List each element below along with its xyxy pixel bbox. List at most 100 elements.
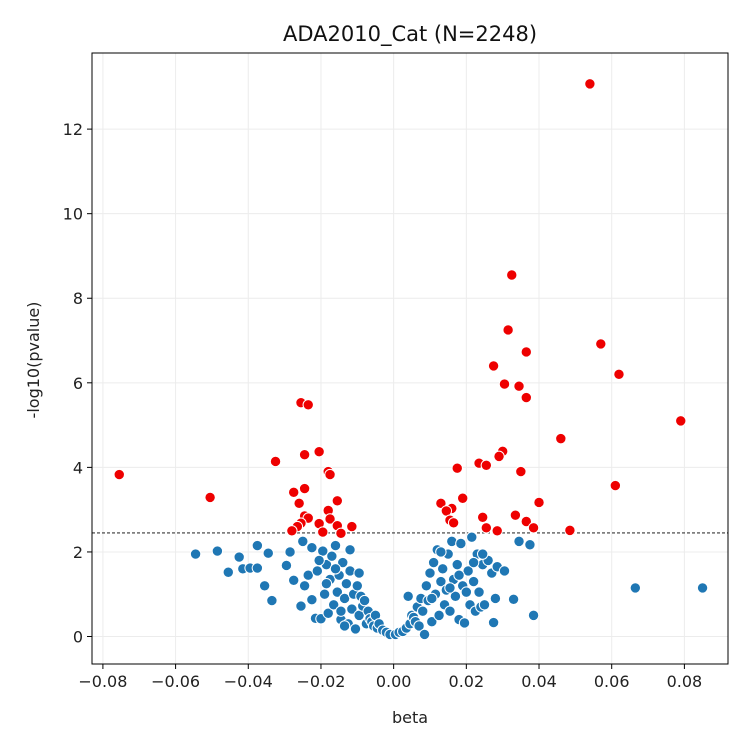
nonsignificant-point: [266, 594, 278, 607]
nonsignificant-point: [338, 592, 351, 605]
significant-point: [609, 479, 622, 492]
significant-point: [204, 491, 216, 504]
x-tick-label: 0.06: [594, 672, 630, 691]
significant-point: [498, 378, 511, 390]
significant-point: [520, 515, 532, 528]
nonsignificant-point: [318, 588, 331, 600]
nonsignificant-point: [460, 586, 473, 598]
nonsignificant-point: [420, 580, 433, 592]
nonsignificant-point: [251, 539, 264, 552]
x-axis-label: beta: [392, 708, 428, 727]
plot-frame: [91, 52, 729, 665]
significant-point: [298, 482, 311, 495]
nonsignificant-point: [335, 605, 347, 617]
x-tick-label: 0.00: [376, 672, 412, 691]
significant-point: [346, 520, 358, 533]
y-tick-label: 6: [73, 374, 83, 393]
nonsignificant-point: [337, 556, 349, 569]
nonsignificant-point: [306, 542, 318, 554]
nonsignificant-point: [426, 592, 438, 605]
nonsignificant-point: [433, 609, 445, 622]
nonsignificant-point: [326, 550, 338, 562]
y-axis-ticks: 0 2 4 6 8 10 12: [63, 120, 92, 647]
significant-point: [506, 269, 518, 281]
significant-point: [515, 465, 527, 478]
nonsignificant-point: [358, 594, 371, 607]
nonsignificant-point: [629, 582, 642, 594]
significant-point: [675, 415, 687, 427]
nonsignificant-point: [297, 535, 309, 548]
nonsignificant-point: [507, 593, 520, 606]
nonsignificant-point: [402, 590, 414, 603]
significant-point: [564, 524, 576, 537]
nonsignificant-point: [295, 600, 307, 612]
nonsignificant-point: [458, 617, 471, 629]
nonsignificant-point: [449, 590, 462, 603]
significant-point: [480, 522, 493, 534]
significant-point: [533, 496, 545, 509]
nonsignificant-point: [467, 556, 480, 569]
data-points: [113, 78, 709, 641]
significant-point: [335, 527, 347, 540]
significant-point: [293, 497, 305, 510]
significant-point: [513, 380, 525, 392]
nonsignificant-point: [251, 562, 264, 574]
nonsignificant-point: [340, 577, 353, 590]
nonsignificant-point: [455, 537, 467, 550]
nonsignificant-point: [527, 609, 540, 622]
nonsignificant-point: [288, 574, 300, 586]
significant-point: [491, 525, 503, 537]
significant-point: [480, 459, 493, 471]
significant-point: [288, 486, 300, 499]
nonsignificant-point: [320, 577, 333, 590]
nonsignificant-point: [222, 566, 234, 578]
nonsignificant-point: [280, 559, 293, 572]
y-tick-label: 12: [63, 120, 83, 139]
nonsignificant-point: [524, 539, 536, 551]
significant-point: [286, 525, 298, 537]
nonsignificant-point: [344, 544, 356, 556]
nonsignificant-point: [298, 580, 311, 592]
x-tick-label: −0.02: [296, 672, 345, 691]
significant-point: [487, 360, 500, 372]
significant-point: [493, 450, 505, 463]
nonsignificant-point: [284, 546, 296, 558]
nonsignificant-point: [467, 575, 480, 588]
nonsignificant-point: [306, 594, 318, 606]
significant-point: [451, 462, 463, 474]
significant-point: [298, 448, 311, 461]
x-tick-label: 0.08: [667, 672, 703, 691]
nonsignificant-point: [498, 565, 511, 577]
nonsignificant-point: [211, 545, 224, 557]
nonsignificant-point: [453, 569, 465, 581]
nonsignificant-point: [444, 605, 456, 617]
nonsignificant-point: [346, 603, 358, 615]
nonsignificant-point: [466, 531, 478, 543]
nonsignificant-point: [338, 620, 351, 632]
significant-point: [113, 468, 125, 481]
x-axis-ticks: −0.08 −0.06 −0.04 −0.02 0.00 0.02 0.04 0.06 0.08: [78, 664, 702, 691]
significant-point: [324, 513, 336, 525]
nonsignificant-point: [473, 586, 485, 598]
nonsignificant-point: [476, 548, 489, 560]
significant-point: [447, 517, 460, 529]
nonsignificant-point: [233, 551, 245, 563]
y-tick-label: 10: [63, 205, 83, 224]
nonsignificant-point: [426, 616, 438, 628]
y-tick-label: 2: [73, 543, 83, 562]
nonsignificant-point: [262, 547, 274, 559]
x-tick-label: −0.06: [151, 672, 200, 691]
nonsignificant-point: [311, 565, 324, 577]
significant-point: [456, 492, 469, 504]
nonsignificant-point: [313, 554, 325, 567]
nonsignificant-point: [478, 599, 491, 611]
significant-point: [435, 497, 447, 510]
nonsignificant-point: [513, 535, 525, 548]
nonsignificant-point: [435, 575, 447, 588]
x-tick-label: 0.04: [521, 672, 557, 691]
significant-point: [527, 522, 540, 534]
nonsignificant-point: [424, 567, 436, 579]
significant-point: [613, 368, 625, 381]
